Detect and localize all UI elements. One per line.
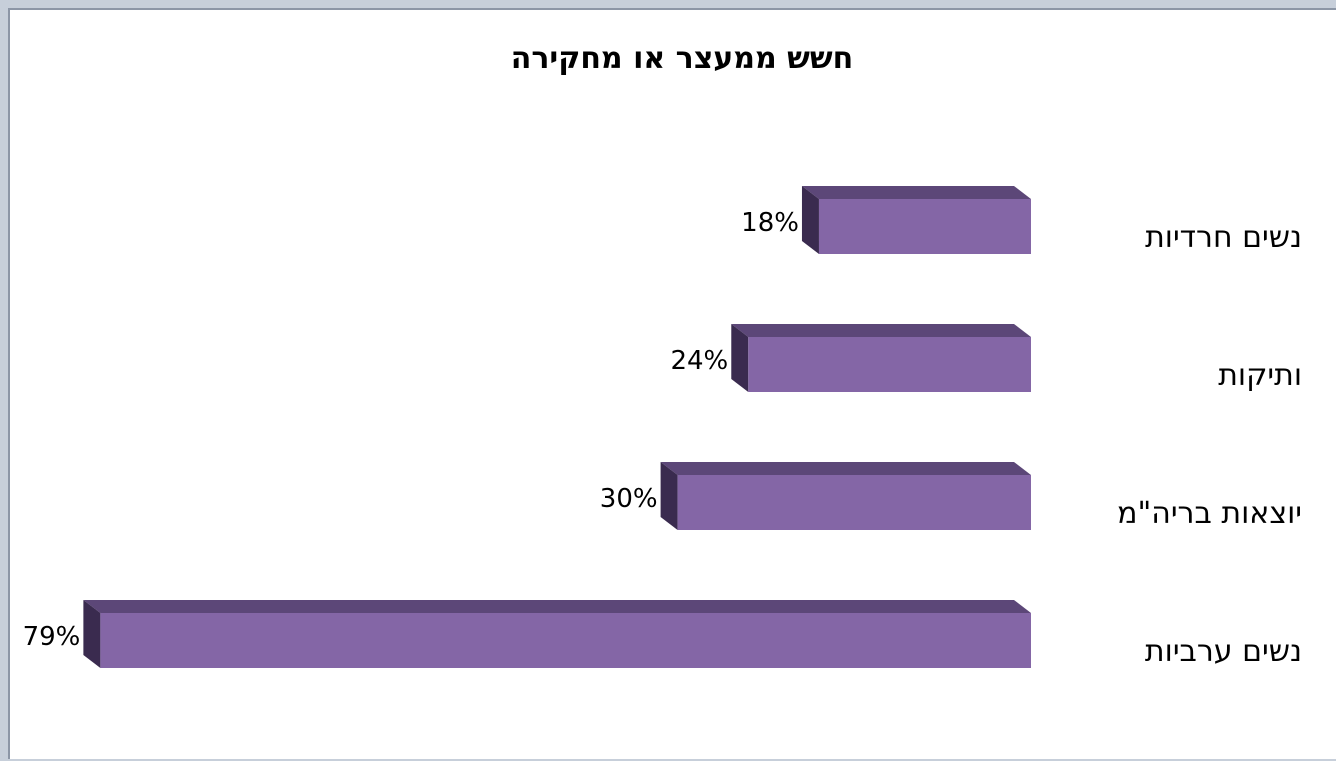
- chart-frame: חשש ממעצר או מחקירה 18% נשים חרדיות 24% ותי…: [8, 8, 1336, 759]
- bar-front-face: [818, 199, 1031, 254]
- category-label: ותיקות: [1218, 358, 1302, 393]
- value-label: 24%: [670, 346, 728, 376]
- bar-4: [83, 600, 1031, 668]
- bar-top-face: [801, 186, 1031, 199]
- bar-top-face: [731, 324, 1031, 337]
- value-label: 30%: [600, 484, 658, 514]
- bar-3: [660, 462, 1031, 530]
- category-label: נשים חרדיות: [1145, 220, 1302, 255]
- value-label: 18%: [741, 208, 799, 238]
- bar-chart: חשש ממעצר או מחקירה 18% נשים חרדיות 24% ותי…: [23, 41, 1302, 669]
- bar-front-face: [677, 475, 1031, 530]
- bar-front-face: [748, 337, 1031, 392]
- bars-layer: 18% נשים חרדיות 24% ותיקות 30% יוצאות בריה"מ 7…: [23, 186, 1302, 669]
- bar-top-face: [660, 462, 1031, 475]
- bar-side-face: [731, 324, 749, 392]
- bar-top-face: [83, 600, 1031, 613]
- bar-side-face: [660, 462, 678, 530]
- chart-title: חשש ממעצר או מחקירה: [511, 41, 854, 76]
- category-label: יוצאות בריה"מ: [1117, 496, 1302, 531]
- bar-2: [731, 324, 1031, 392]
- value-label: 79%: [23, 622, 81, 652]
- bar-side-face: [83, 600, 101, 668]
- bar-1: [801, 186, 1031, 254]
- bar-front-face: [100, 613, 1031, 668]
- category-label: נשים ערביות: [1145, 634, 1302, 669]
- bar-side-face: [801, 186, 819, 254]
